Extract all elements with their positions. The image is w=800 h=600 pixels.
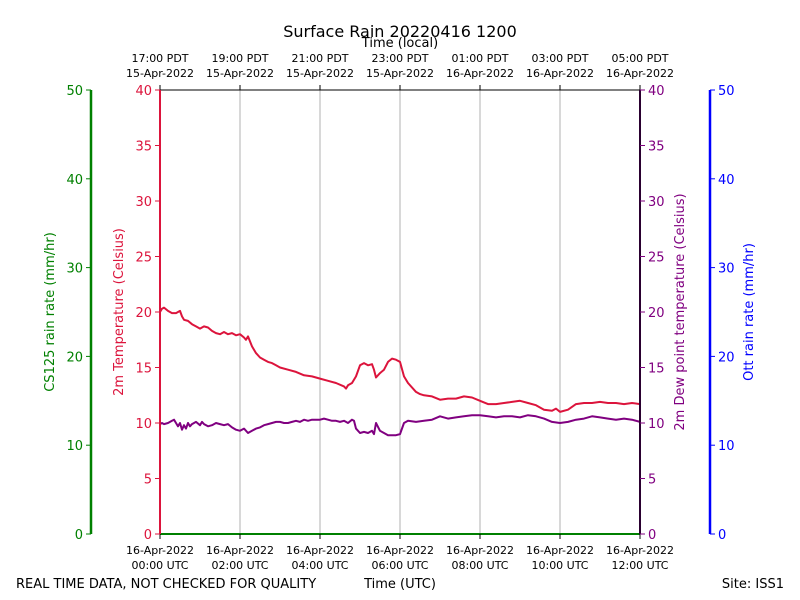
local-tick-date-5: 16-Apr-2022 [526,67,594,80]
local-tick-time-0: 17:00 PDT [131,52,188,65]
utc-tick-time-3: 06:00 UTC [371,559,428,572]
dewpoint-tick-label-6: 30 [648,195,665,210]
temperature-series-line [159,306,641,413]
local-tick-date-0: 15-Apr-2022 [126,67,194,80]
x-axis-label: Time (UTC) [363,577,436,592]
utc-tick-date-3: 16-Apr-2022 [366,544,434,557]
temperature-tick-label-1: 5 [144,473,152,488]
dewpoint-tick-label-0: 0 [648,528,656,543]
utc-tick-date-1: 16-Apr-2022 [206,544,274,557]
footer-quality-note: REAL TIME DATA, NOT CHECKED FOR QUALITY [16,577,316,592]
local-tick-time-1: 19:00 PDT [211,52,268,65]
utc-tick-time-6: 12:00 UTC [611,559,668,572]
temperature-tick-label-8: 40 [135,84,152,99]
dewpoint-series-line [159,414,641,437]
dewpoint-tick-label-4: 20 [648,306,665,321]
local-tick-time-6: 05:00 PDT [611,52,668,65]
local-tick-date-6: 16-Apr-2022 [606,67,674,80]
utc-tick-time-1: 02:00 UTC [211,559,268,572]
dewpoint-tick-label-3: 15 [648,362,665,377]
chart-title: Surface Rain 20220416 1200 [283,22,517,41]
dewpoint-tick-label-7: 35 [648,140,665,155]
temperature-tick-label-5: 25 [135,251,152,266]
temperature-tick-label-3: 15 [135,362,152,377]
local-tick-date-3: 15-Apr-2022 [366,67,434,80]
temperature-tick-label-7: 35 [135,140,152,155]
local-tick-date-4: 16-Apr-2022 [446,67,514,80]
local-tick-time-3: 23:00 PDT [371,52,428,65]
temperature-tick-label-2: 10 [135,417,152,432]
utc-tick-time-5: 10:00 UTC [531,559,588,572]
ott-tick-label-5: 50 [718,84,735,99]
ott-tick-label-4: 40 [718,173,735,188]
cs125-tick-label-4: 40 [66,173,83,188]
footer-site-label: Site: ISS1 [722,577,784,592]
ott-tick-label-0: 0 [718,528,726,543]
utc-tick-date-4: 16-Apr-2022 [446,544,514,557]
local-tick-time-5: 03:00 PDT [531,52,588,65]
ott-tick-label-3: 30 [718,262,735,277]
local-tick-time-2: 21:00 PDT [291,52,348,65]
temperature-tick-label-4: 20 [135,306,152,321]
cs125-tick-label-2: 20 [66,350,83,365]
cs125-tick-label-0: 0 [75,528,83,543]
ott-axis-label: Ott rain rate (mm/hr) [742,243,757,381]
grid-lines [239,90,561,534]
series-lines [159,306,641,437]
temperature-axis-label: 2m Temperature (Celsius) [112,228,127,396]
utc-tick-time-2: 04:00 UTC [291,559,348,572]
ott-tick-label-1: 10 [718,439,735,454]
local-tick-time-4: 01:00 PDT [451,52,508,65]
utc-tick-date-0: 16-Apr-2022 [126,544,194,557]
utc-tick-time-4: 08:00 UTC [451,559,508,572]
dewpoint-tick-label-1: 5 [648,473,656,488]
cs125-tick-label-1: 10 [66,439,83,454]
utc-tick-date-5: 16-Apr-2022 [526,544,594,557]
temperature-tick-label-0: 0 [144,528,152,543]
ott-tick-label-2: 20 [718,350,735,365]
temperature-tick-label-6: 30 [135,195,152,210]
dewpoint-tick-label-8: 40 [648,84,665,99]
top-axis-label: Time (local) [361,36,438,51]
cs125-axis-label: CS125 rain rate (mm/hr) [43,232,58,392]
cs125-tick-label-3: 30 [66,262,83,277]
local-tick-date-1: 15-Apr-2022 [206,67,274,80]
local-tick-date-2: 15-Apr-2022 [286,67,354,80]
dewpoint-tick-label-5: 25 [648,251,665,266]
utc-tick-time-0: 00:00 UTC [131,559,188,572]
axis-ticks: 16-Apr-2022 00:00 UTC 16-Apr-2022 02:00 UTC… [66,52,734,572]
utc-tick-date-6: 16-Apr-2022 [606,544,674,557]
cs125-tick-label-5: 50 [66,84,83,99]
dewpoint-axis-label: 2m Dew point temperature (Celsius) [673,193,688,430]
dewpoint-tick-label-2: 10 [648,417,665,432]
utc-tick-date-2: 16-Apr-2022 [286,544,354,557]
